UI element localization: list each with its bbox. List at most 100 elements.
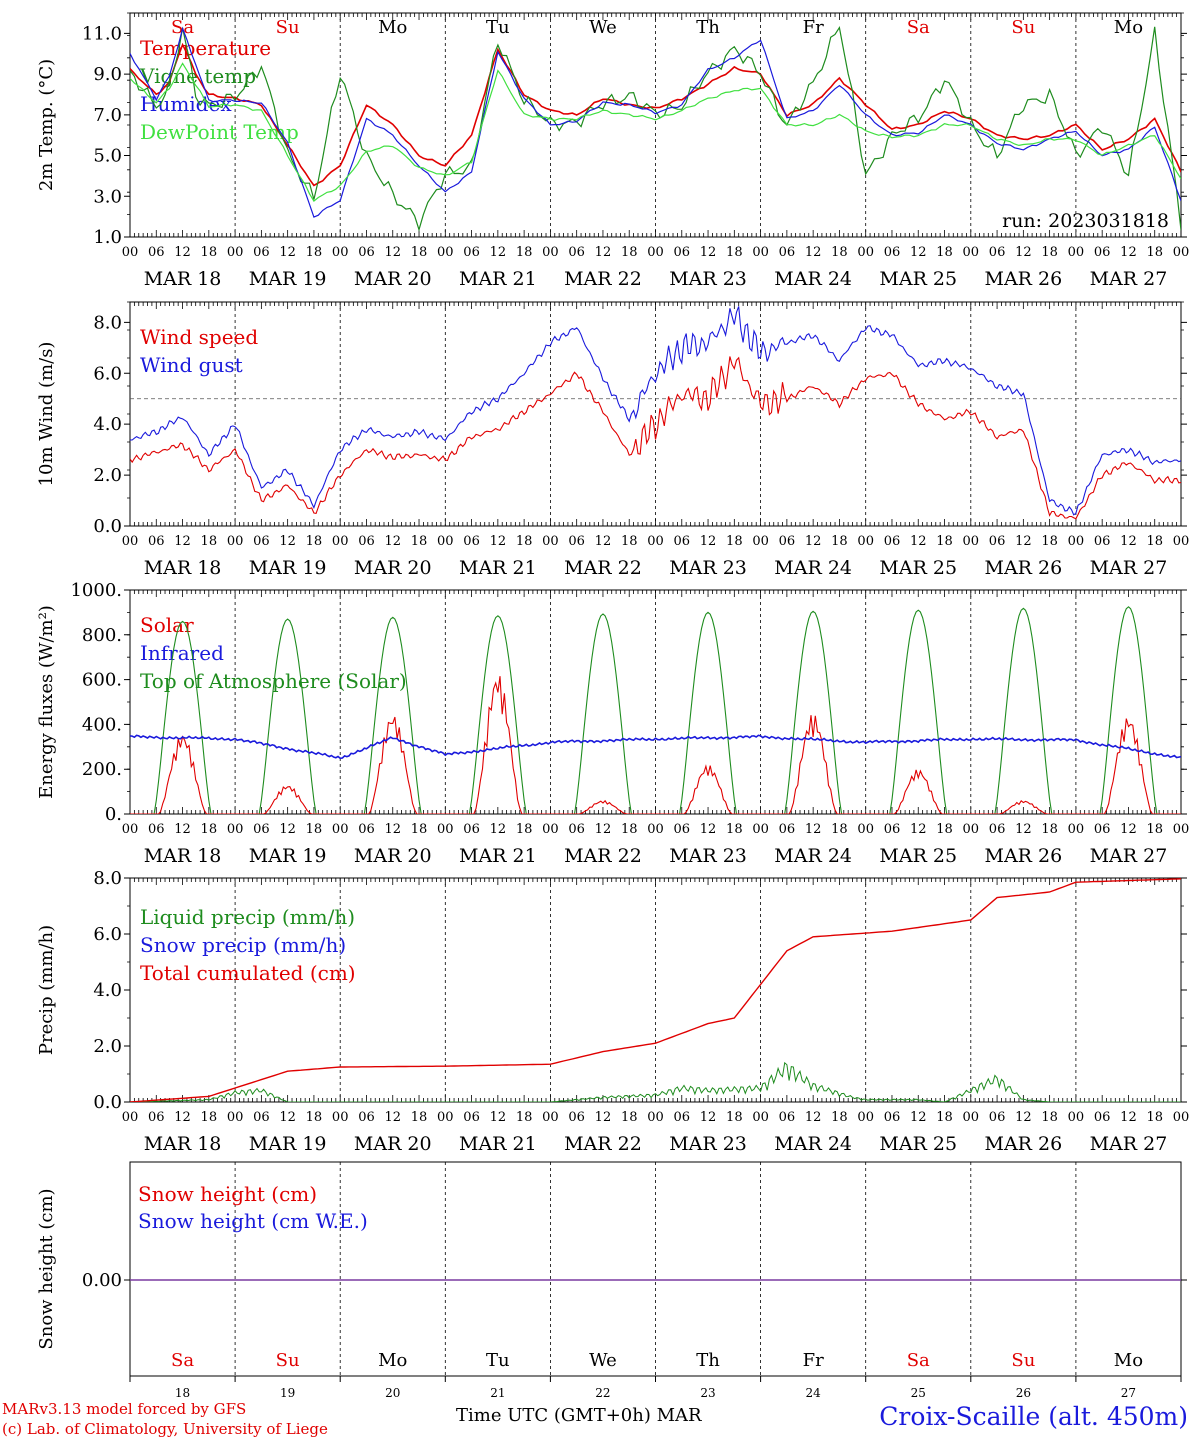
x-tick-label: 12 (1015, 534, 1032, 549)
x-tick-label: 00 (1068, 245, 1085, 260)
day-label: MAR 27 (1090, 268, 1168, 290)
x-tick-label: 12 (1015, 1110, 1032, 1125)
x-tick-label: 06 (674, 1110, 691, 1125)
x-tick-label: 06 (674, 822, 691, 837)
series-line-solar (130, 676, 1181, 814)
series-line-infrared (130, 734, 1181, 760)
x-tick-label: 12 (384, 822, 401, 837)
x-tick-label: 00 (1068, 1110, 1085, 1125)
x-tick-label: 12 (700, 534, 717, 549)
day-number-label: 25 (911, 1386, 926, 1400)
x-tick-label: 00 (963, 822, 980, 837)
y-tick-label: 0.00 (82, 1270, 122, 1291)
legend-entry: Total cumulated (cm) (140, 961, 356, 985)
x-tick-label: 00 (647, 245, 664, 260)
hour-ticks (129, 13, 1182, 237)
day-label: MAR 18 (144, 268, 222, 290)
x-tick-label: 06 (884, 1110, 901, 1125)
x-tick-label: 12 (805, 245, 822, 260)
x-tick-label: 12 (490, 245, 507, 260)
y-tick-label: 5.0 (93, 146, 122, 167)
y-tick-label: 11.0 (82, 23, 122, 44)
x-tick-label: 00 (1173, 534, 1190, 549)
x-tick-label: 12 (700, 1110, 717, 1125)
day-label: MAR 20 (354, 1133, 432, 1155)
x-tick-label: 18 (621, 1110, 638, 1125)
x-tick-label: 00 (437, 534, 454, 549)
x-tick-label: 00 (857, 1110, 874, 1125)
weekday-label: Su (1011, 17, 1035, 38)
x-tick-label: 12 (1120, 534, 1137, 549)
x-tick-label: 18 (831, 534, 848, 549)
x-tick-label: 18 (1146, 822, 1163, 837)
day-label: MAR 22 (564, 845, 642, 867)
x-tick-label: 00 (752, 822, 769, 837)
y-tick-label: 0. (105, 804, 122, 825)
day-label: MAR 18 (144, 1133, 222, 1155)
day-label: MAR 26 (984, 268, 1062, 290)
legend-entry: Wind speed (140, 325, 258, 349)
day-label: MAR 26 (984, 1133, 1062, 1155)
x-tick-label: 00 (542, 534, 559, 549)
x-tick-label: 06 (1094, 245, 1111, 260)
x-tick-label: 18 (411, 1110, 428, 1125)
legend-entry: Temperature (140, 36, 271, 60)
x-tick-label: 18 (1146, 534, 1163, 549)
x-tick-label: 12 (1120, 822, 1137, 837)
x-tick-label: 18 (936, 245, 953, 260)
x-tick-label: 12 (595, 1110, 612, 1125)
x-tick-label: 18 (201, 534, 218, 549)
day-separator-lines (234, 1162, 1077, 1376)
x-tick-label: 00 (647, 1110, 664, 1125)
x-tick-label: 12 (174, 822, 191, 837)
weekday-label: Tu (486, 17, 510, 38)
y-tick-label: 4.0 (93, 980, 122, 1001)
y-tick-label: 0.0 (93, 1092, 122, 1113)
x-tick-label: 12 (595, 245, 612, 260)
x-tick-label: 12 (910, 245, 927, 260)
x-tick-label: 00 (332, 245, 349, 260)
day-label: MAR 21 (459, 1133, 537, 1155)
y-tick-label: 200. (82, 759, 122, 780)
model-credit: MARv3.13 model forced by GFS (2, 1400, 247, 1418)
x-tick-label: 00 (122, 245, 139, 260)
series-line-liquid-precip (130, 1061, 1181, 1102)
day-label: MAR 18 (144, 557, 222, 579)
x-tick-label: 06 (253, 245, 270, 260)
weekday-label: Th (696, 1350, 720, 1371)
x-tick-label: 18 (411, 822, 428, 837)
day-number-label: 22 (595, 1386, 610, 1400)
day-label: MAR 25 (879, 557, 957, 579)
x-tick-label: 06 (884, 822, 901, 837)
x-tick-label: 12 (805, 1110, 822, 1125)
x-tick-label: 12 (1120, 1110, 1137, 1125)
legend-entry: DewPoint Temp (140, 120, 299, 144)
y-tick-label: 1000. (70, 580, 122, 601)
x-tick-label: 12 (384, 534, 401, 549)
x-tick-label: 06 (463, 822, 480, 837)
hour-ticks (129, 590, 1182, 814)
day-label: MAR 24 (774, 845, 852, 867)
month-label: MAR (656, 1405, 702, 1426)
x-tick-label: 06 (568, 534, 585, 549)
day-label: MAR 23 (669, 845, 747, 867)
x-tick-label: 12 (910, 822, 927, 837)
y-tick-label: 9.0 (93, 64, 122, 85)
x-tick-label: 00 (1173, 822, 1190, 837)
x-tick-label: 06 (1094, 1110, 1111, 1125)
x-tick-label: 12 (384, 245, 401, 260)
x-tick-label: 00 (542, 822, 559, 837)
x-tick-label: 06 (884, 534, 901, 549)
day-label: MAR 27 (1090, 1133, 1168, 1155)
weekday-label: Mo (378, 17, 407, 38)
x-tick-label: 00 (963, 534, 980, 549)
x-tick-label: 12 (910, 1110, 927, 1125)
x-tick-label: 12 (174, 245, 191, 260)
x-tick-label: 00 (752, 1110, 769, 1125)
x-tick-label: 18 (201, 1110, 218, 1125)
x-tick-label: 18 (411, 534, 428, 549)
y-axis-label: Precip (mm/h) (36, 925, 57, 1055)
x-tick-label: 00 (857, 245, 874, 260)
x-tick-label: 06 (358, 822, 375, 837)
y-tick-label: 0.0 (93, 516, 122, 537)
